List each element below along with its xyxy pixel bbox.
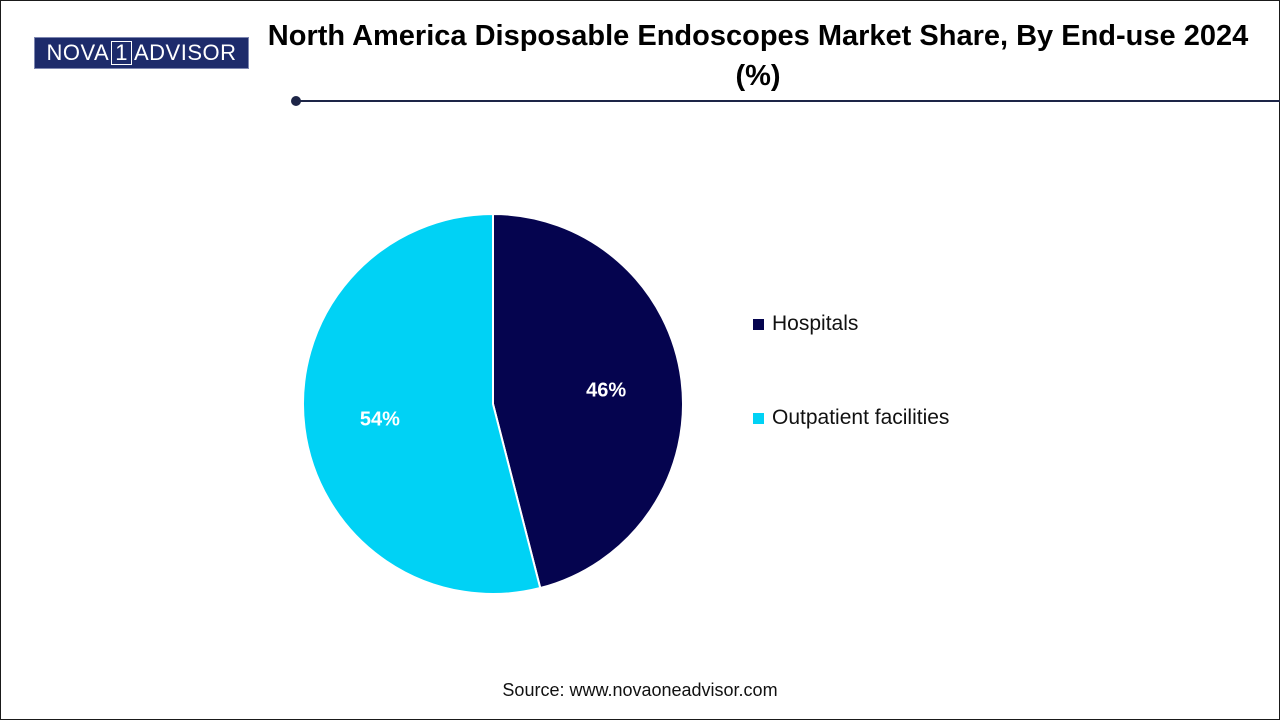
title-rule	[296, 100, 1280, 102]
legend-label: Outpatient facilities	[772, 406, 950, 429]
logo-text-nova: NOVA	[46, 40, 110, 65]
chart-legend: Hospitals Outpatient facilities	[753, 308, 949, 496]
pie-data-label: 54%	[360, 408, 400, 430]
legend-label: Hospitals	[772, 312, 859, 335]
legend-swatch	[753, 318, 764, 330]
logo-text-one: 1	[111, 41, 132, 65]
legend-item: Hospitals	[753, 308, 949, 340]
brand-logo: NOVA 1 ADVISOR	[34, 37, 249, 69]
legend-swatch	[753, 412, 764, 424]
pie-slice-outpatient-facilities	[302, 212, 542, 595]
pie-slice-hospitals	[492, 212, 684, 590]
legend-item: Outpatient facilities	[753, 402, 949, 434]
logo-text-advisor: ADVISOR	[133, 40, 237, 65]
pie-data-label: 46%	[586, 380, 626, 402]
chart-title: North America Disposable Endoscopes Mark…	[267, 20, 1249, 92]
source-note: Source: www.novaoneadvisor.com	[502, 680, 778, 700]
